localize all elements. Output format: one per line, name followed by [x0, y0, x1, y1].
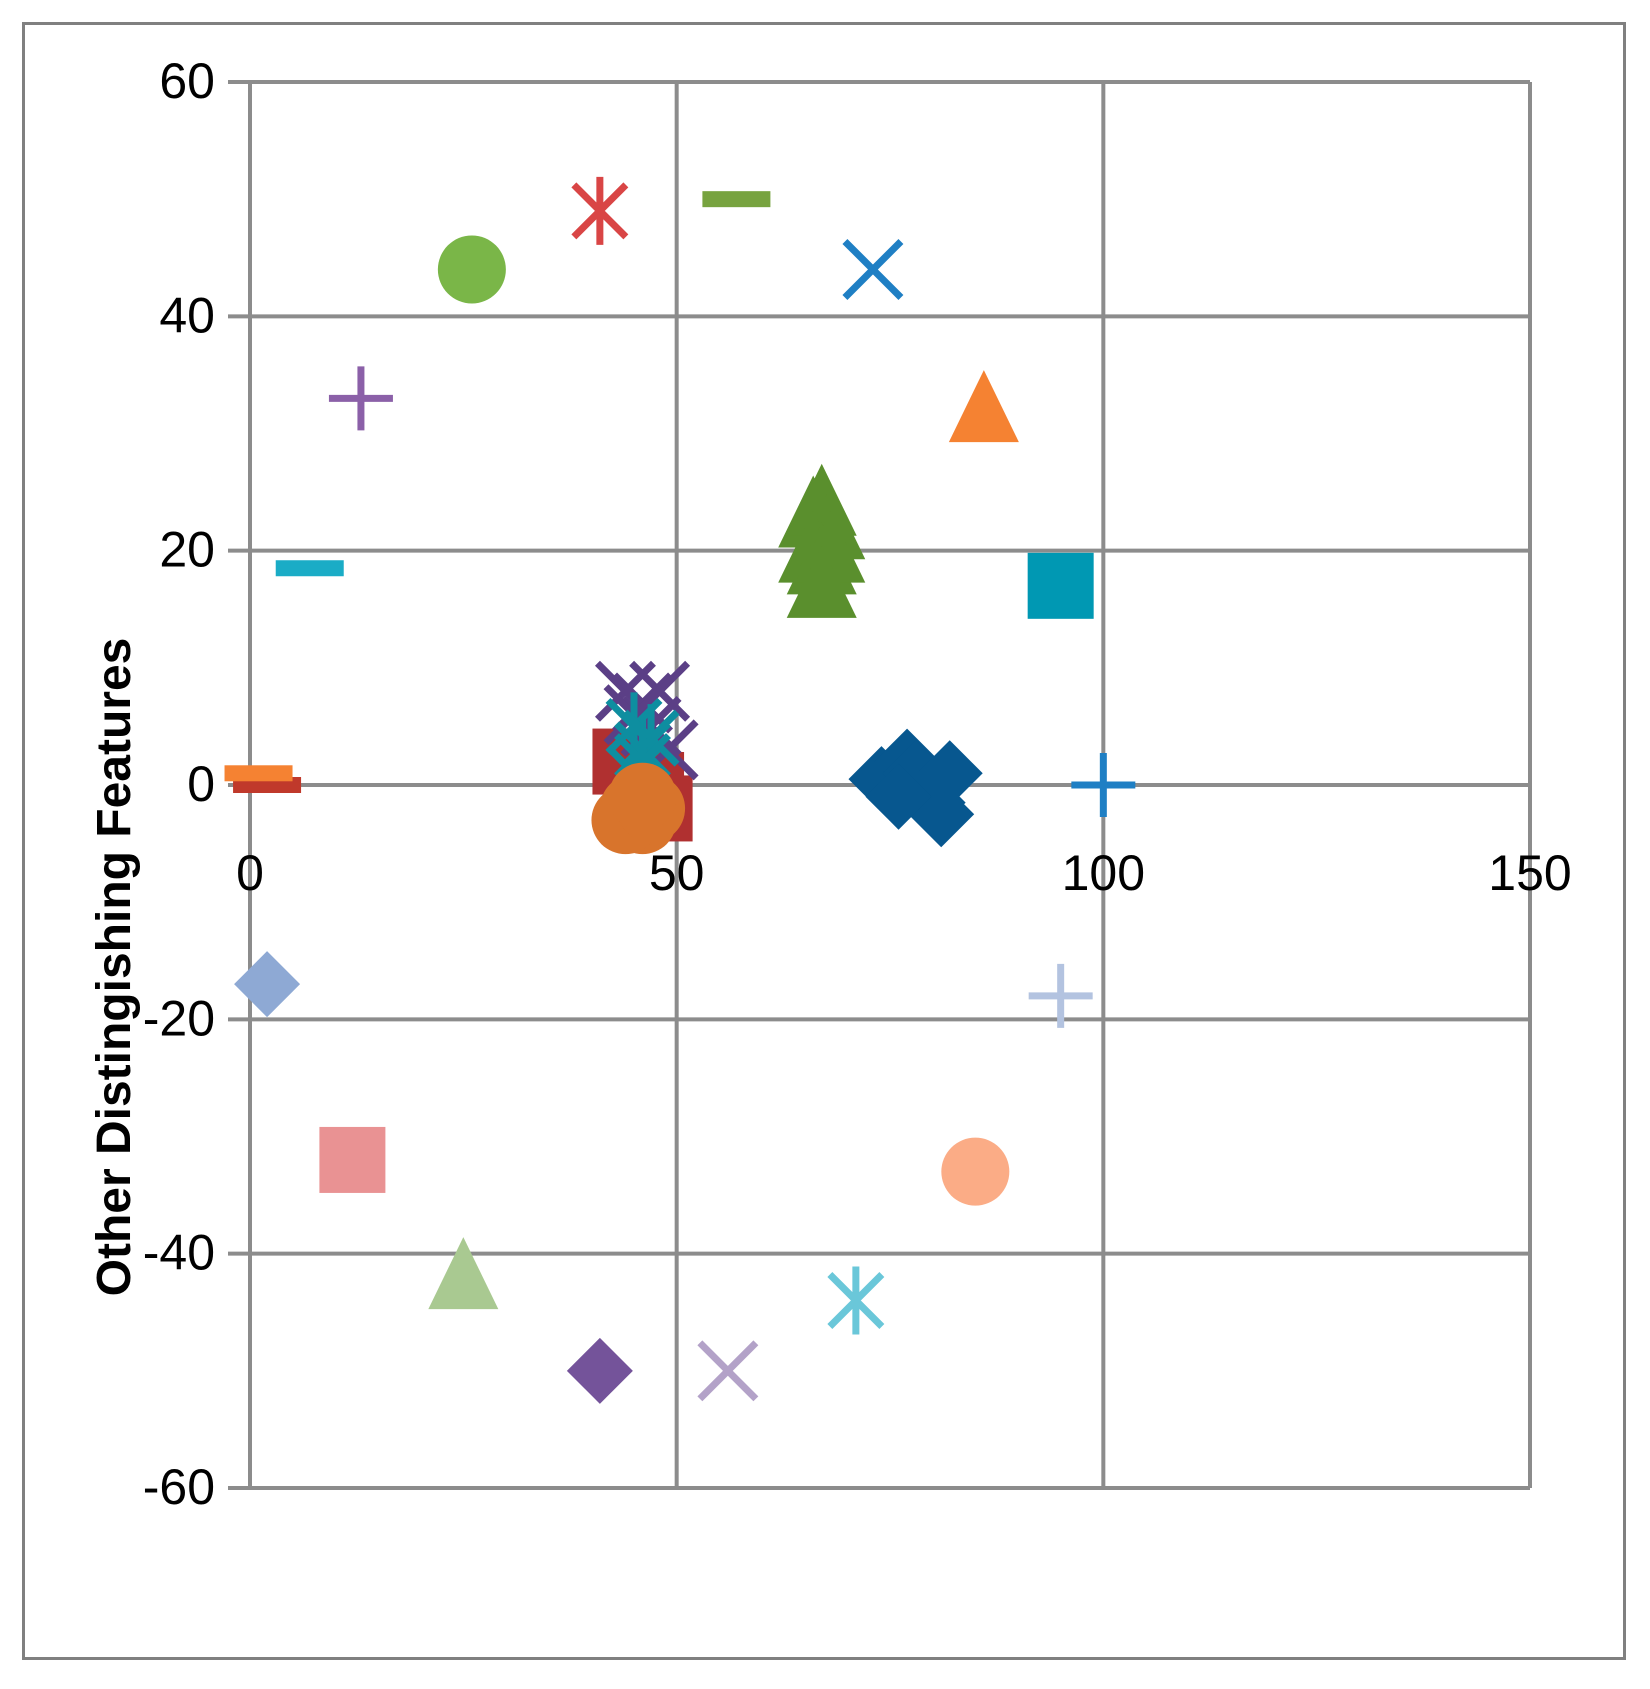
gridlines: [228, 80, 1532, 1490]
x-tick-label: 50: [649, 845, 705, 901]
y-axis-title: Other Distingishing Features: [88, 638, 141, 1297]
data-point-diamond: [865, 763, 932, 830]
data-point-square: [319, 1126, 386, 1193]
data-points: [224, 176, 1136, 1404]
data-point-x-cross: [842, 238, 904, 300]
data-point-x-cross: [697, 1340, 759, 1402]
y-tick-label: 60: [159, 53, 215, 109]
data-point-diamond: [566, 1337, 633, 1404]
data-point-triangle: [428, 1237, 499, 1310]
x-tick-label: 0: [236, 845, 264, 901]
data-point-plus: [1028, 963, 1093, 1028]
y-tick-label: 0: [187, 756, 215, 812]
y-tick-label: -60: [143, 1459, 215, 1515]
data-point-triangle: [786, 545, 857, 618]
data-point-circle: [437, 235, 506, 304]
data-point-plus: [328, 366, 393, 431]
y-tick-label: 20: [159, 522, 215, 578]
y-tick-label: -40: [143, 1225, 215, 1281]
chart-frame: [22, 22, 1626, 1660]
data-point-dash: [702, 191, 771, 208]
y-tick-label: -20: [143, 990, 215, 1046]
data-point-asterisk: [571, 176, 629, 245]
data-point-dash: [275, 560, 344, 577]
x-tick-label: 150: [1488, 845, 1571, 901]
data-point-asterisk: [827, 1266, 885, 1335]
data-point-circle: [608, 762, 677, 831]
data-point-diamond: [234, 951, 301, 1018]
y-tick-label: 40: [159, 287, 215, 343]
data-point-circle: [941, 1137, 1010, 1206]
data-point-dash: [224, 765, 293, 782]
x-tick-label: 100: [1062, 845, 1145, 901]
data-point-triangle: [948, 370, 1019, 443]
tick-labels: 60 40 20 0 -20 -40 -60 0 50 100 150: [143, 53, 1572, 1515]
data-point-diamond: [916, 740, 983, 807]
data-point-square: [1027, 552, 1094, 619]
data-point-plus: [1071, 753, 1136, 817]
